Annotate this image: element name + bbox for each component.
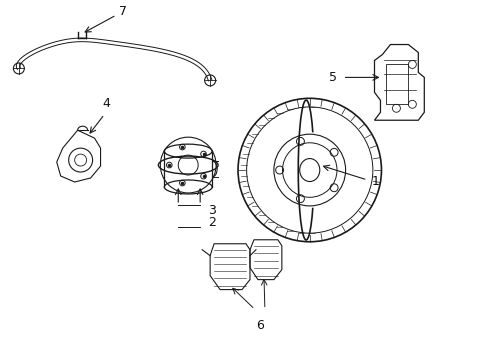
Text: 2: 2	[208, 216, 216, 229]
Text: 5: 5	[328, 71, 336, 84]
Text: 4: 4	[102, 97, 110, 110]
Text: 3: 3	[208, 204, 216, 217]
Text: 6: 6	[256, 319, 264, 332]
Text: 7: 7	[119, 5, 127, 18]
Text: 1: 1	[371, 175, 379, 189]
